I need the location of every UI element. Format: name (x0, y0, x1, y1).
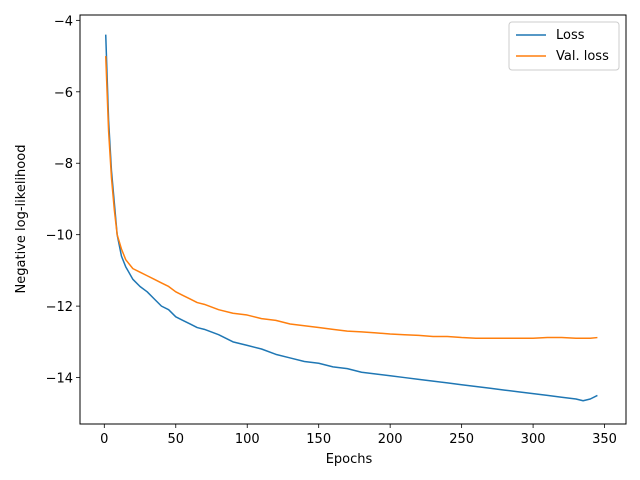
x-axis-label: Epochs (326, 452, 373, 467)
x-axis-ticks: 0 50 100 150 200 250 300 350 (100, 424, 617, 447)
x-tick-label: 300 (521, 432, 546, 447)
x-tick-label: 0 (100, 432, 108, 447)
plot-frame (79, 14, 627, 425)
y-axis-ticks: −14 −12 −10 −8 −6 −4 (46, 14, 80, 387)
y-tick-label: −10 (46, 229, 73, 244)
y-tick-label: −14 (46, 372, 73, 387)
legend-box (508, 21, 620, 71)
legend-label-loss: Loss (556, 28, 585, 43)
y-axis-label: Negative log-likelihood (14, 145, 29, 294)
series-line-val-loss (104, 56, 598, 340)
y-tick-label: −12 (46, 300, 73, 315)
x-tick-label: 100 (235, 432, 260, 447)
x-tick-label: 350 (592, 432, 617, 447)
x-tick-label: 250 (449, 432, 474, 447)
x-tick-label: 200 (378, 432, 403, 447)
y-tick-label: −4 (54, 14, 73, 29)
legend-label-val-loss: Val. loss (556, 49, 609, 64)
x-tick-label: 150 (306, 432, 331, 447)
series-line-loss (104, 34, 598, 402)
legend: Loss Val. loss (508, 21, 620, 71)
y-tick-label: −6 (54, 86, 73, 101)
y-tick-label: −8 (54, 157, 73, 172)
plot-lines (104, 34, 598, 402)
x-tick-label: 50 (167, 432, 184, 447)
